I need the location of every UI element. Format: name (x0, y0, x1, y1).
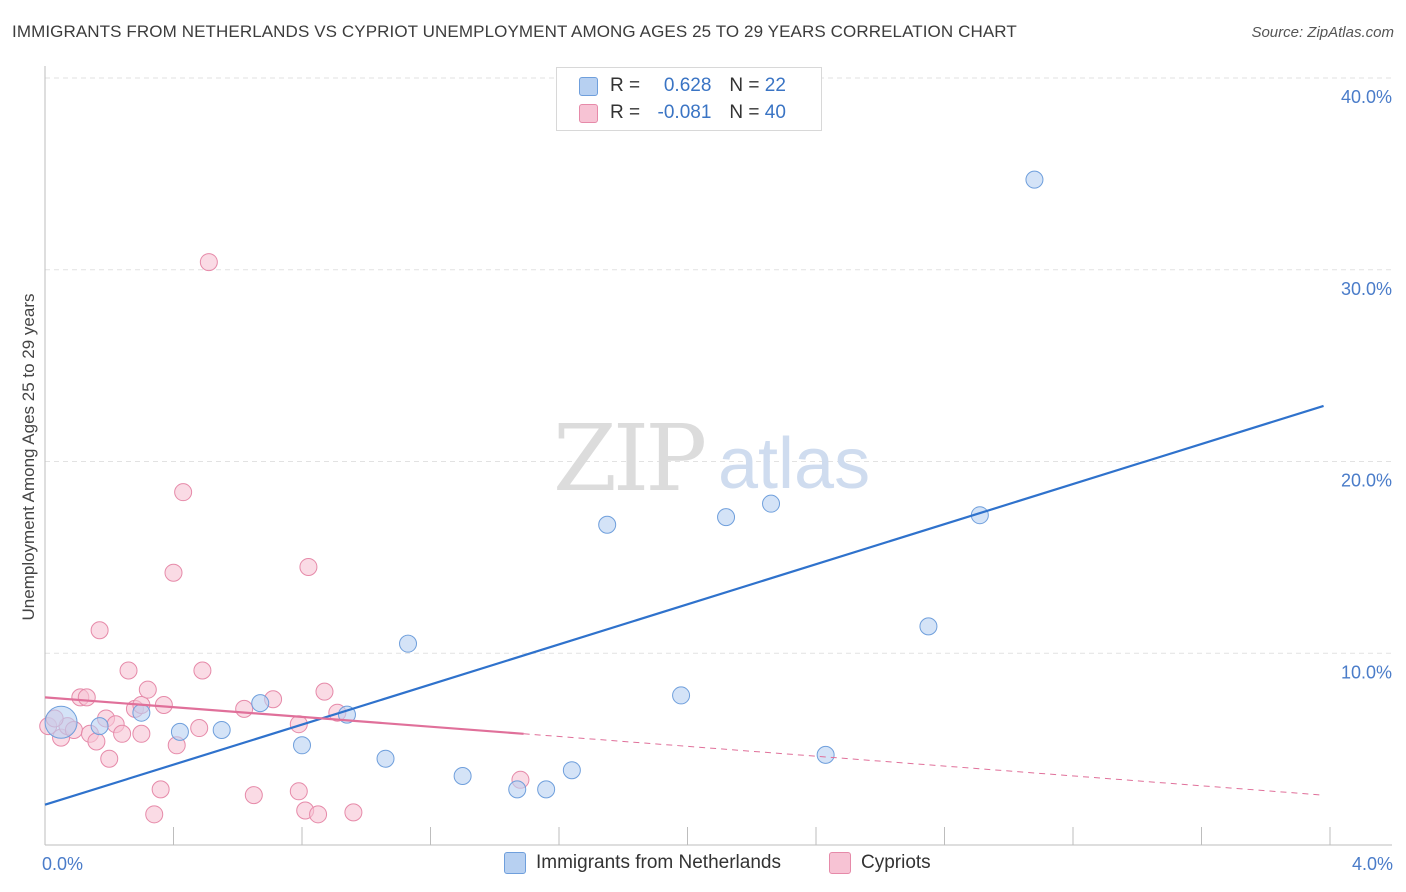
netherlands-point (212, 720, 231, 739)
legend-n-label: N = (729, 102, 760, 123)
cypriots-point (289, 782, 308, 801)
legend-r-value: 0.628 (663, 75, 712, 96)
legend-item-netherlands: Immigrants from Netherlands (504, 852, 781, 874)
netherlands-point (508, 780, 527, 799)
cypriots-point (199, 253, 218, 272)
cypriots-point (299, 557, 318, 576)
netherlands-point (293, 736, 311, 755)
netherlands-point (399, 634, 418, 653)
netherlands-point (1025, 170, 1044, 189)
legend-n-value: 22 (764, 75, 786, 96)
source-label: Source: ZipAtlas.com (1251, 24, 1394, 41)
cypriots-point (87, 732, 106, 751)
grid (45, 77, 1392, 654)
watermark-atlas: atlas (718, 424, 870, 504)
correlation-legend: R = 0.628 N = 22 R = -0.081 N = 40 (556, 67, 822, 131)
pink-swatch-icon (579, 103, 598, 123)
cypriots-point (344, 803, 363, 822)
cypriots-point (132, 724, 151, 743)
netherlands-point (537, 780, 556, 799)
y-tick-label: 10.0% (1341, 662, 1392, 682)
netherlands-point (717, 508, 736, 527)
watermark: ZIP atlas (553, 405, 870, 512)
cypriots-point (244, 786, 263, 805)
cypriots-point (145, 805, 164, 824)
legend-row-netherlands: R = 0.628 N = 22 (579, 74, 786, 98)
netherlands-point (562, 761, 581, 780)
cypriots-point (113, 724, 132, 743)
netherlands-point (376, 749, 395, 768)
netherlands-point (816, 745, 835, 764)
legend-row-cypriots: R = -0.081 N = 40 (579, 101, 786, 125)
netherlands-point (251, 694, 270, 713)
blue-swatch-icon (579, 76, 598, 96)
cypriots-point (174, 483, 193, 502)
legend-label-cypriots: Cypriots (861, 852, 931, 873)
cypriots-point (77, 688, 96, 707)
netherlands-trend-line (44, 404, 1324, 806)
tick-labels: 10.0% 20.0% 30.0% 40.0% 0.0% 4.0% (42, 87, 1393, 874)
cypriots-point (100, 749, 119, 768)
netherlands-point (762, 494, 781, 513)
cypriots-point (309, 805, 328, 824)
y-tick-label: 20.0% (1341, 471, 1392, 491)
netherlands-point (453, 766, 472, 785)
y-tick-label: 30.0% (1341, 279, 1392, 299)
legend-r-label: R = (610, 102, 641, 123)
cypriots-point (193, 661, 212, 680)
pink-swatch-icon (829, 852, 851, 874)
cypriots-point (90, 621, 109, 640)
legend-label-netherlands: Immigrants from Netherlands (536, 852, 781, 873)
cypriots-trend-extension (523, 733, 1324, 796)
x-tick-label: 4.0% (1352, 854, 1393, 874)
netherlands-point (132, 703, 151, 722)
trend-lines (44, 404, 1324, 806)
cypriots-point (164, 563, 183, 582)
axes (44, 66, 1392, 846)
legend-item-cypriots: Cypriots (829, 852, 931, 874)
netherlands-points (44, 170, 1044, 799)
cypriots-point (235, 699, 254, 718)
cypriots-point (138, 680, 157, 699)
x-tick-label: 0.0% (42, 854, 83, 874)
blue-swatch-icon (504, 852, 526, 874)
netherlands-point (919, 617, 938, 636)
y-tick-label: 40.0% (1341, 87, 1392, 107)
legend-r-value: -0.081 (657, 102, 712, 123)
cypriots-point (119, 661, 138, 680)
netherlands-point (672, 686, 691, 705)
cypriots-trend-line (44, 696, 524, 735)
netherlands-point (90, 717, 109, 736)
cypriots-points (39, 253, 530, 824)
cypriots-point (315, 682, 334, 701)
chart-title: IMMIGRANTS FROM NETHERLANDS VS CYPRIOT U… (12, 22, 1017, 41)
watermark-zip: ZIP (553, 405, 704, 512)
netherlands-point (170, 722, 189, 741)
legend-r-label: R = (610, 75, 641, 96)
legend-n-value: 40 (764, 102, 786, 123)
netherlands-point (598, 515, 617, 534)
cypriots-point (190, 719, 209, 738)
netherlands-point (44, 705, 78, 739)
legend-n-label: N = (729, 75, 760, 96)
cypriots-point (151, 780, 170, 799)
